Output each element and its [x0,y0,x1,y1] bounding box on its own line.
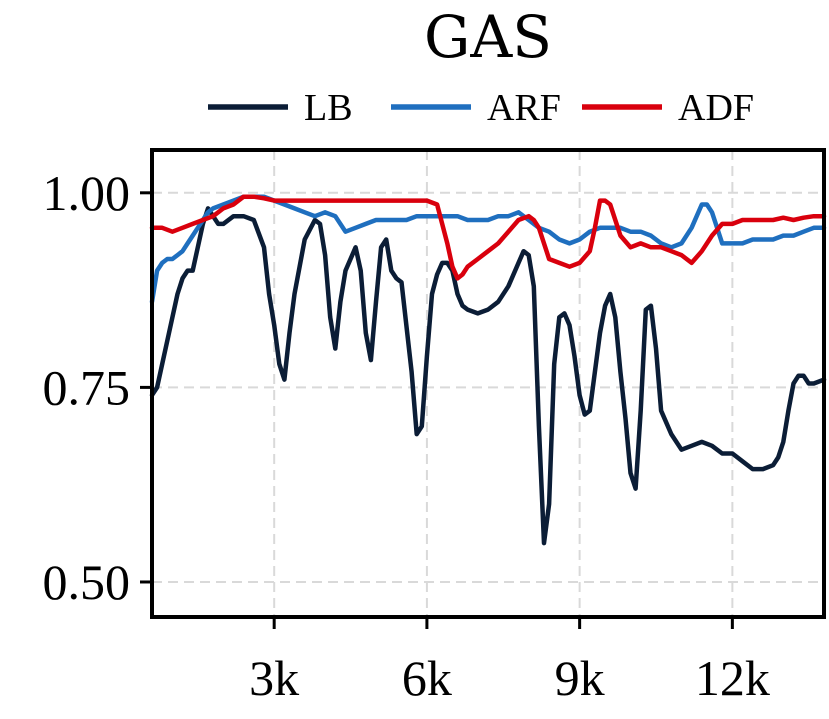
y-tick-label: 0.50 [43,554,131,610]
x-tick-label: 3k [249,650,299,706]
y-tick-label: 1.00 [43,165,131,221]
legend-label-lb: LB [304,87,353,129]
axis-ticks: 3k 6k 9k 12k 0.50 0.75 1.00 [43,165,770,706]
plot-frame [150,148,826,619]
series-line-adf [149,194,827,281]
series-layer [149,194,827,546]
legend: LB ARF ADF [208,87,754,129]
legend-label-arf: ARF [487,87,561,129]
x-tick-label: 12k [695,650,770,706]
x-tick-label: 6k [402,650,452,706]
y-tick-label: 0.75 [43,359,131,415]
chart-title: GAS [424,3,552,71]
series-line-arf [149,194,827,305]
legend-label-adf: ADF [678,87,754,129]
series-line-lb [149,206,827,546]
x-tick-label: 9k [555,650,605,706]
